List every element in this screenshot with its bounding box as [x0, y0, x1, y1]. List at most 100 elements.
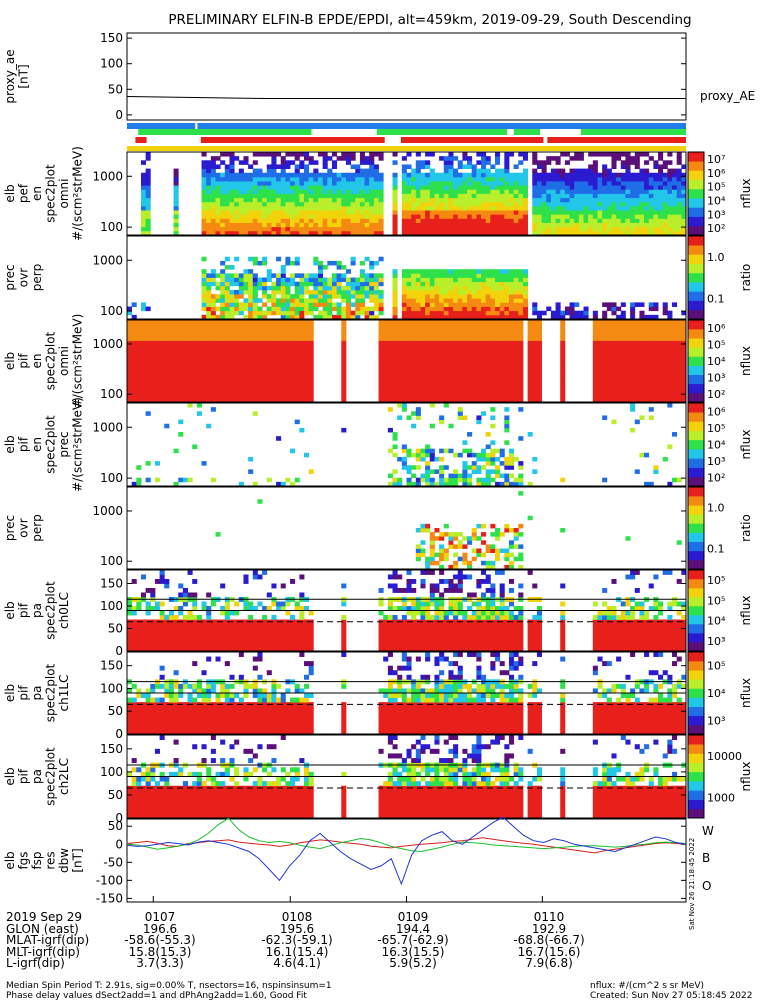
side-timestamp: Sat Nov 26 21:18:45 2022 — [688, 838, 696, 930]
ylabel-elb_pif_pa_ch0LC-1: pif — [17, 602, 31, 618]
yticklabel-proxy_ae-3: 150 — [100, 31, 123, 45]
colorbar-seg-elb_pif_prec-6 — [688, 421, 704, 431]
colorbar-seg-elb_pif_omni-5 — [688, 347, 704, 356]
colorbar-seg-elb_pef_omni-3 — [688, 198, 704, 208]
ylabel-elb_pif_pa_ch1LC-0: elb — [3, 684, 17, 702]
colorbar-seg-elb_pif_omni-6 — [688, 338, 704, 347]
colorbar-tick-elb_pef_prec_ovr_perp-1: 1.0 — [707, 251, 725, 264]
heatmap-elb_pef_prec_ovr_perp — [127, 257, 686, 320]
colorbar-tick-elb_pif_pa_ch1LC-0: 10³ — [707, 714, 725, 727]
colorbar-seg-elb_pif_prec-3 — [688, 449, 704, 459]
yticklabel-elb_fgs_res-3: 0 — [115, 837, 123, 851]
ylabel-proxy_ae-1: [nT] — [17, 64, 31, 88]
colorbar-tick-elb_pef_omni-1: 10³ — [707, 208, 725, 221]
ylabel-elb_pif_prec-1: pif — [17, 436, 31, 452]
timeaxis-label-4: L-igrf(dip) — [6, 957, 65, 969]
legend-proxy-ae: proxy_AE — [700, 89, 755, 103]
colorbar-tick-elb_pif_pa_ch0LC-1: 10⁴ — [707, 615, 726, 628]
colorbar-seg-elb_pif_pa_ch1LC-8 — [688, 652, 704, 661]
colorbar-seg-elb_pif_pa_ch0LC-7 — [688, 579, 704, 588]
colorbar-tick-elb_pif_prec_ovr_perp-0: 0.1 — [707, 543, 725, 556]
colorbar-seg-elb_pif_prec-1 — [688, 468, 704, 478]
colorbar-seg-elb_pif_pa_ch2LC-3 — [688, 781, 704, 791]
yticklabel-elb_pif_prec_ovr_perp-1: 1000 — [92, 504, 123, 518]
yticklabel-elb_fgs_res-2: -50 — [103, 855, 123, 869]
colorbar-label-elb_pif_pa_ch2LC: nflux — [739, 762, 753, 792]
colorbar-seg-elb_pef_omni-0 — [688, 226, 704, 236]
colorbar-tick-elb_pif_pa_ch2LC-1: 10000 — [707, 750, 742, 763]
colorbar-seg-elb_pif_omni-8 — [688, 320, 704, 329]
colorbar-tick-elb_pif_pa_ch0LC-2: 10⁵ — [707, 594, 725, 607]
ylabel-elb_pif_pa_ch1LC-1: pif — [17, 685, 31, 701]
yticklabel-elb_pif_omni-0: 100 — [100, 387, 123, 401]
colorbar-seg-elb_pef_prec_ovr_perp-4 — [688, 273, 704, 283]
colorbar-tick-elb_pef_prec_ovr_perp-0: 0.1 — [707, 292, 725, 305]
colorbar-seg-elb_pef_prec_ovr_perp-2 — [688, 291, 704, 301]
colorbar-label-elb_pif_pa_ch1LC: nflux — [739, 678, 753, 708]
footer-line1: Median Spin Period T: 2.91s, sig=0.00% T… — [6, 981, 332, 991]
colorbar-seg-elb_pef_prec_ovr_perp-5 — [688, 264, 704, 274]
colorbar-seg-elb_pif_omni-7 — [688, 329, 704, 338]
series-proxy_AE — [127, 97, 686, 99]
colorbar-seg-elb_pif_pa_ch1LC-5 — [688, 679, 704, 688]
colorbar-seg-elb_pif_prec_ovr_perp-8 — [688, 487, 704, 496]
yticklabel-elb_pif_prec-1: 1000 — [92, 420, 123, 434]
ylabel-elb_fgs_res-2: fsp — [30, 851, 44, 869]
colorbar-label-elb_pef_prec_ovr_perp: ratio — [739, 264, 753, 292]
ylabel-elb_pif_pa_ch1LC-3: spec2plot — [44, 663, 58, 722]
colorbar-seg-elb_pif_pa_ch0LC-3 — [688, 615, 704, 624]
yticklabel-elb_pif_pa_ch2LC-2: 100 — [100, 765, 123, 779]
yticklabel-proxy_ae-1: 50 — [108, 82, 123, 96]
ylabel-elb_pif_pa_ch1LC-2: pa — [30, 686, 44, 701]
ylabel-elb_pif_pa_ch2LC-2: pa — [30, 769, 44, 784]
series-W — [127, 838, 686, 853]
colorbar-seg-elb_pif_omni-1 — [688, 384, 704, 393]
ylabel-elb_pif_pa_ch2LC-0: elb — [3, 767, 17, 785]
colorbar-seg-elb_pif_pa_ch2LC-6 — [688, 753, 704, 763]
colorbar-seg-elb_pif_omni-2 — [688, 375, 704, 384]
heatmap-elb_pif_prec_ovr_perp — [216, 491, 682, 569]
footer-units: nflux: #/(cm^2 s sr MeV) — [590, 981, 704, 991]
status-bar-yellow-0 — [127, 146, 686, 151]
status-bar-green-0 — [138, 129, 311, 135]
colorbar-seg-elb_pif_pa_ch2LC-8 — [688, 735, 704, 745]
colorbar-label-elb_pef_omni: nflux — [739, 179, 753, 209]
colorbar-seg-elb_pif_pa_ch2LC-2 — [688, 790, 704, 800]
colorbar-seg-elb_pif_prec_ovr_perp-6 — [688, 505, 704, 514]
ylabel-elb_pif_prec-4: prec — [57, 431, 71, 457]
colorbar-seg-elb_pef_omni-8 — [688, 152, 704, 162]
ylabel-elb_pif_pa_ch2LC-4: ch2LC — [57, 758, 71, 795]
ylabel-elb_pif_pa_ch2LC-3: spec2plot — [44, 747, 58, 806]
status-bar-green-3 — [581, 129, 686, 135]
colorbar-seg-elb_pef_omni-7 — [688, 161, 704, 171]
ylabel-elb_pef_omni-3: spec2plot — [44, 164, 58, 223]
colorbar-seg-elb_pef_prec_ovr_perp-0 — [688, 310, 704, 320]
ylabel-elb_pif_omni-3: spec2plot — [44, 331, 58, 390]
yticklabel-elb_pif_pa_ch0LC-2: 100 — [100, 599, 123, 613]
colorbar-seg-elb_pif_pa_ch0LC-6 — [688, 588, 704, 597]
ylabel-elb_pif_pa_ch0LC-4: ch0LC — [57, 592, 71, 629]
colorbar-seg-elb_pef_omni-4 — [688, 189, 704, 199]
colorbar-seg-elb_pif_pa_ch1LC-7 — [688, 661, 704, 670]
colorbar-tick-elb_pif_omni-2: 10⁴ — [707, 355, 726, 368]
ylabel-elb_fgs_res-1: fgs — [17, 851, 31, 869]
colorbar-tick-elb_pif_omni-3: 10⁵ — [707, 339, 725, 352]
colorbar-tick-elb_pif_prec-3: 10⁵ — [707, 422, 725, 435]
yticklabel-elb_fgs_res-4: 50 — [108, 819, 123, 833]
colorbar-tick-elb_pif_omni-1: 10³ — [707, 371, 725, 384]
panel-frame-elb_pif_prec_ovr_perp — [127, 487, 686, 569]
colorbar-seg-elb_pif_omni-0 — [688, 393, 704, 402]
yticklabel-elb_pif_pa_ch1LC-3: 150 — [100, 659, 123, 673]
colorbar-tick-elb_pif_pa_ch1LC-1: 10⁴ — [707, 687, 726, 700]
colorbar-seg-elb_pef_omni-1 — [688, 217, 704, 227]
colorbar-label-elb_pif_pa_ch0LC: nflux — [739, 596, 753, 626]
status-bar-red-0 — [135, 137, 146, 143]
ylabel-elb_pif_omni-0: elb — [3, 352, 17, 370]
ylabel-elb_pif_prec_ovr_perp-1: ovr — [17, 518, 31, 537]
colorbar-seg-elb_pif_prec-7 — [688, 412, 704, 422]
ylabel-elb_pif_pa_ch0LC-0: elb — [3, 601, 17, 619]
ylabel-elb_fgs_res-3: res — [44, 851, 58, 869]
colorbar-tick-elb_pef_omni-5: 10⁷ — [707, 153, 725, 166]
colorbar-seg-elb_pif_prec_ovr_perp-1 — [688, 551, 704, 560]
colorbar-seg-elb_pef_omni-2 — [688, 207, 704, 217]
